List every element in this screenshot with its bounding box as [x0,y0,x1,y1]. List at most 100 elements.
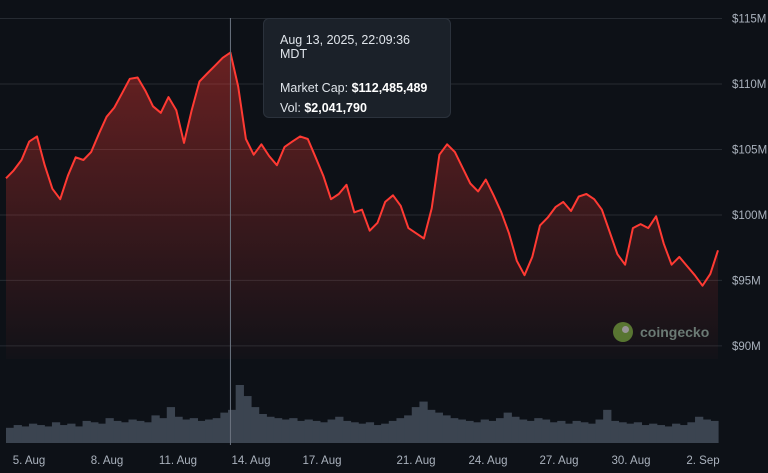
x-tick-label: 8. Aug [91,455,124,467]
volume-bar [396,418,405,443]
volume-bar [457,419,466,443]
volume-bar [373,425,382,443]
watermark-text: coingecko [640,324,710,340]
volume-bars [6,385,719,443]
volume-bar [534,418,543,443]
volume-bar [710,420,719,443]
x-axis: 5. Aug 8. Aug 11. Aug 14. Aug 17. Aug 21. Aug… [13,455,720,467]
volume-label: Vol: [280,101,301,115]
volume-bar [411,407,421,443]
volume-bar [205,419,214,443]
volume-bar [90,422,99,443]
volume-bar [450,418,459,443]
volume-bar [235,385,244,443]
volume-bar [572,420,581,443]
volume-bar [97,423,107,443]
volume-bar [633,422,643,443]
volume-bar [335,416,344,443]
volume-bar [189,418,198,443]
tooltip-volume: Vol: $2,041,790 [280,101,434,115]
x-tick-label: 24. Aug [468,455,507,467]
volume-bar [427,409,436,443]
y-tick-label: $90M [732,341,761,353]
volume-bar [388,420,398,443]
volume-bar [136,420,145,443]
volume-bar [21,426,30,443]
volume-bar [159,418,168,443]
volume-bar [381,423,390,443]
volume-bar [266,416,275,443]
x-tick-label: 14. Aug [231,455,270,467]
volume-bar [74,426,84,443]
market-cap-label: Market Cap: [280,81,349,95]
volume-bar [13,425,22,443]
y-tick-label: $100M [732,210,767,222]
volume-bar [442,415,451,443]
volume-bar [618,422,627,443]
volume-bar [564,423,574,443]
coingecko-watermark: coingecko [613,322,709,342]
volume-bar [82,420,91,443]
volume-bar [212,418,221,443]
gecko-logo-icon [613,322,633,342]
volume-bar [480,419,489,443]
volume-bar [580,422,589,443]
volume-bar [672,423,681,443]
volume-bar [473,422,482,443]
volume-bar [465,420,474,443]
volume-bar [702,419,711,443]
volume-bar [166,407,176,443]
y-tick-label: $110M [732,79,766,91]
volume-bar [656,425,666,443]
volume-bar [649,423,658,443]
volume-bar [365,422,375,443]
volume-bar [113,420,122,443]
x-tick-label: 5. Aug [13,455,46,467]
volume-bar [304,419,313,443]
tooltip-date: Aug 13, 2025, 22:09:36 MDT [280,33,410,61]
volume-bar [526,420,535,443]
volume-bar [296,420,306,443]
volume-bar [358,423,367,443]
volume-bar [595,419,604,443]
volume-bar [495,418,505,443]
chart-tooltip: Aug 13, 2025, 22:09:36 MDT Market Cap: $… [263,18,451,118]
x-tick-label: 21. Aug [396,455,435,467]
x-tick-label: 27. Aug [539,455,578,467]
market-cap-value: $112,485,489 [351,81,428,95]
volume-value: $2,041,790 [304,101,367,115]
y-tick-label: $105M [732,144,767,156]
volume-bar [67,423,76,443]
market-cap-area [6,52,718,359]
volume-bar [419,401,428,443]
volume-bar [243,396,252,443]
price-area [5,51,719,359]
volume-bar [641,425,650,443]
volume-bar [404,415,413,443]
volume-bar [197,420,206,443]
volume-bar [220,412,229,443]
volume-bar [687,422,696,443]
volume-bar [626,423,635,443]
volume-bar [327,419,336,443]
volume-bar [549,422,558,443]
volume-bar [603,409,612,443]
volume-bar [312,420,321,443]
y-tick-label: $95M [732,275,761,287]
volume-bar [503,412,512,443]
volume-bar [679,425,688,443]
volume-bar [281,419,290,443]
volume-bar [664,426,673,443]
volume-bar [182,419,191,443]
tooltip-market-cap: Market Cap: $112,485,489 [280,81,434,95]
volume-bar [174,416,183,443]
volume-bar [151,415,160,443]
volume-bar [36,425,45,443]
volume-bar [143,422,153,443]
volume-bar [228,409,237,443]
volume-bar [342,420,352,443]
volume-bar [557,420,566,443]
volume-bar [350,422,359,443]
volume-bar [120,422,130,443]
